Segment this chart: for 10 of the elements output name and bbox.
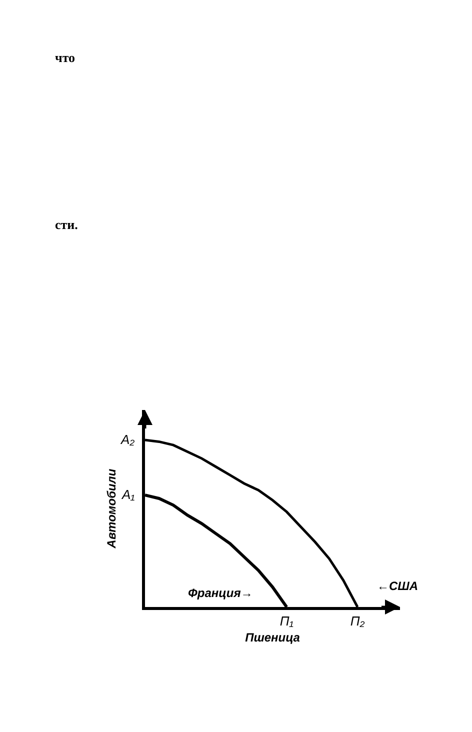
y-axis-title: Автомобили — [104, 468, 118, 550]
text: A₂ — [120, 432, 135, 447]
text: сти. — [55, 217, 78, 232]
text: что — [55, 50, 76, 65]
series-label: ←США — [377, 579, 418, 593]
x-axis-title: Пшеница — [245, 630, 300, 644]
x-tick-label: П₁ — [280, 614, 294, 629]
x-tick-label: П₂ — [350, 614, 365, 629]
text: A₁ — [121, 487, 135, 502]
series-label: Франция→ — [188, 586, 253, 600]
